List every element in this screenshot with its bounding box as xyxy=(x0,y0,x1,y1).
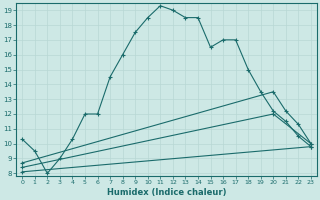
X-axis label: Humidex (Indice chaleur): Humidex (Indice chaleur) xyxy=(107,188,226,197)
